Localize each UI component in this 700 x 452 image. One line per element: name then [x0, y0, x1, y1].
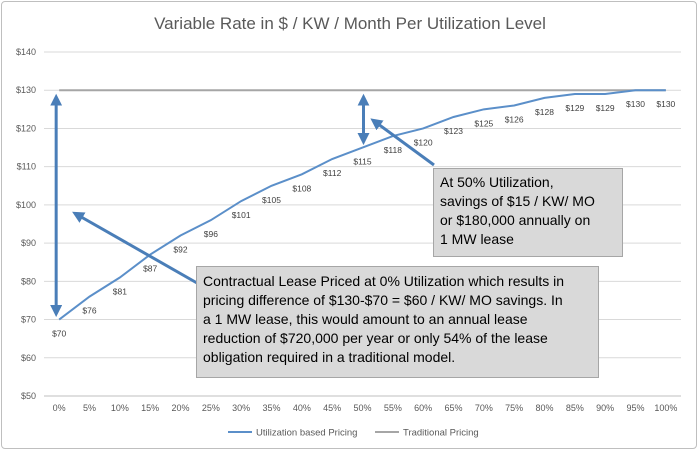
data-label: $108 [292, 183, 311, 193]
callout-0-line-3: a 1 MW lease, this would amount to an an… [203, 311, 528, 327]
data-labels: $70 $76 $81 $87 $92 $96 $101 $105 $108 $112 $115 $1… [52, 99, 675, 338]
x-tick-label: 40% [293, 403, 311, 413]
data-label: $120 [414, 137, 433, 147]
callout-50-line-3: or $180,000 annually on [440, 212, 591, 228]
y-tick-label: $130 [16, 85, 36, 95]
data-label: $118 [384, 145, 403, 155]
x-tick-label: 25% [202, 403, 220, 413]
x-tick-label: 85% [566, 403, 584, 413]
data-label: $115 [353, 157, 372, 167]
y-tick-label: $50 [21, 391, 36, 401]
data-label: $101 [232, 210, 251, 220]
pointer-arrow-50-percent [370, 118, 435, 167]
legend: Utilization based Pricing Traditional Pr… [228, 428, 479, 439]
pointer-arrow-0-percent [72, 211, 198, 285]
x-tick-label: 80% [535, 403, 553, 413]
data-label: $130 [656, 99, 675, 109]
data-label: $125 [474, 118, 493, 128]
data-label: $123 [444, 126, 463, 136]
data-label: $130 [626, 99, 645, 109]
y-axis-ticks: $50 $60 $70 $80 $90 $100 $110 $120 $130 $140 [16, 47, 36, 401]
data-label: $76 [82, 306, 96, 316]
legend-label-utilization: Utilization based Pricing [256, 428, 357, 439]
x-tick-label: 70% [475, 403, 493, 413]
callout-0-line-5: obligation required in a traditional mod… [203, 349, 456, 365]
y-tick-label: $90 [21, 238, 36, 248]
series [58, 89, 666, 321]
y-tick-label: $140 [16, 47, 36, 57]
callout-0-line-1: Contractual Lease Priced at 0% Utilizati… [203, 273, 565, 289]
data-label: $81 [113, 287, 127, 297]
y-tick-label: $120 [16, 123, 36, 133]
callout-50-percent: At 50% Utilization, savings of $15 / KW/… [433, 168, 623, 257]
data-label: $92 [173, 244, 187, 254]
y-tick-label: $80 [21, 276, 36, 286]
x-tick-label: 0% [53, 403, 66, 413]
data-label: $87 [143, 264, 157, 274]
data-label: $112 [323, 168, 342, 178]
data-label: $126 [505, 115, 524, 125]
data-label: $105 [262, 195, 281, 205]
callout-50-line-4: 1 MW lease [440, 231, 514, 247]
data-label: $129 [565, 103, 584, 113]
series-line-utilization [58, 89, 666, 321]
chart-title: Variable Rate in $ / KW / Month Per Util… [154, 14, 546, 33]
data-label: $129 [596, 103, 615, 113]
y-tick-label: $110 [17, 162, 36, 172]
callout-50-line-1: At 50% Utilization, [440, 174, 554, 190]
x-tick-label: 60% [414, 403, 432, 413]
x-tick-label: 35% [262, 403, 280, 413]
callout-0-percent: Contractual Lease Priced at 0% Utilizati… [196, 266, 599, 378]
callout-0-line-2: pricing difference of $130-$70 = $60 / K… [203, 292, 563, 308]
x-tick-label: 30% [232, 403, 250, 413]
data-label: $70 [52, 329, 66, 339]
x-tick-label: 100% [654, 403, 677, 413]
x-tick-label: 10% [111, 403, 129, 413]
x-tick-label: 15% [141, 403, 159, 413]
data-label: $128 [535, 107, 554, 117]
x-tick-label: 20% [171, 403, 189, 413]
x-tick-label: 95% [626, 403, 644, 413]
y-tick-label: $100 [16, 200, 36, 210]
x-tick-label: 65% [444, 403, 462, 413]
data-label: $96 [204, 229, 218, 239]
x-tick-label: 90% [596, 403, 614, 413]
x-tick-label: 75% [505, 403, 523, 413]
y-tick-label: $70 [21, 315, 36, 325]
x-axis-ticks: 0% 5% 10% 15% 20% 25% 30% 35% 40% 45% 50% 55% 60% 65%… [53, 403, 678, 413]
annotation-arrows [50, 93, 435, 318]
y-tick-label: $60 [21, 353, 36, 363]
legend-label-traditional: Traditional Pricing [403, 428, 479, 439]
callout-50-line-2: savings of $15 / KW/ MO [440, 193, 595, 209]
x-tick-label: 5% [83, 403, 96, 413]
x-tick-label: 50% [353, 403, 371, 413]
callout-0-line-4: reduction of $720,000 per year or only 5… [203, 330, 548, 346]
x-tick-label: 45% [323, 403, 341, 413]
x-tick-label: 55% [384, 403, 402, 413]
